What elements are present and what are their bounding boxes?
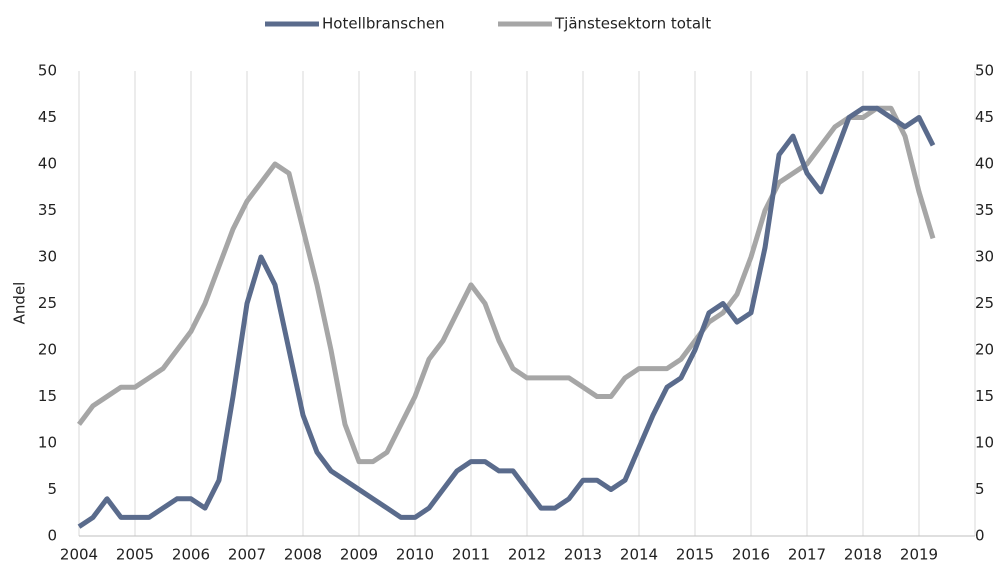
y-tick-label: 50: [38, 62, 57, 80]
x-tick-label: 2019: [900, 546, 938, 564]
x-tick-label: 2017: [788, 546, 826, 564]
y-tick-label: 35: [38, 201, 57, 219]
y2-tick-label: 0: [975, 527, 985, 545]
y-tick-label: 5: [47, 480, 57, 498]
series-line: [77, 105, 936, 529]
y-tick-label: 15: [38, 387, 57, 405]
y2-tick-label: 20: [975, 341, 994, 359]
x-tick-label: 2009: [340, 546, 378, 564]
x-tick-label: 2004: [60, 546, 98, 564]
x-tick-label: 2008: [284, 546, 322, 564]
y2-tick-label: 30: [975, 248, 994, 266]
legend-label: Hotellbranschen: [322, 15, 445, 33]
x-tick-label: 2018: [844, 546, 882, 564]
x-tick-label: 2013: [564, 546, 602, 564]
y2-tick-label: 50: [975, 62, 994, 80]
x-tick-label: 2015: [676, 546, 714, 564]
x-tick-label: 2014: [620, 546, 658, 564]
x-tick-label: 2010: [396, 546, 434, 564]
y-axis-label: Andel: [11, 282, 29, 325]
y-tick-label: 25: [38, 294, 57, 312]
y2-tick-label: 10: [975, 434, 994, 452]
y2-tick-label: 15: [975, 387, 994, 405]
y2-tick-label: 35: [975, 201, 994, 219]
x-tick-label: 2016: [732, 546, 770, 564]
x-tick-label: 2012: [508, 546, 546, 564]
y-tick-label: 30: [38, 248, 57, 266]
y2-tick-label: 25: [975, 294, 994, 312]
x-tick-label: 2005: [116, 546, 154, 564]
x-tick-label: 2007: [228, 546, 266, 564]
legend-label: Tjänstesektorn totalt: [554, 15, 711, 33]
x-tick-label: 2006: [172, 546, 210, 564]
y2-tick-label: 45: [975, 108, 994, 126]
x-tick-label: 2011: [452, 546, 490, 564]
y-tick-label: 10: [38, 434, 57, 452]
y-tick-label: 40: [38, 155, 57, 173]
series-line: [77, 105, 936, 465]
y2-tick-label: 40: [975, 155, 994, 173]
y-tick-label: 45: [38, 108, 57, 126]
y2-tick-label: 5: [975, 480, 985, 498]
y-tick-label: 0: [47, 527, 57, 545]
y-tick-label: 20: [38, 341, 57, 359]
